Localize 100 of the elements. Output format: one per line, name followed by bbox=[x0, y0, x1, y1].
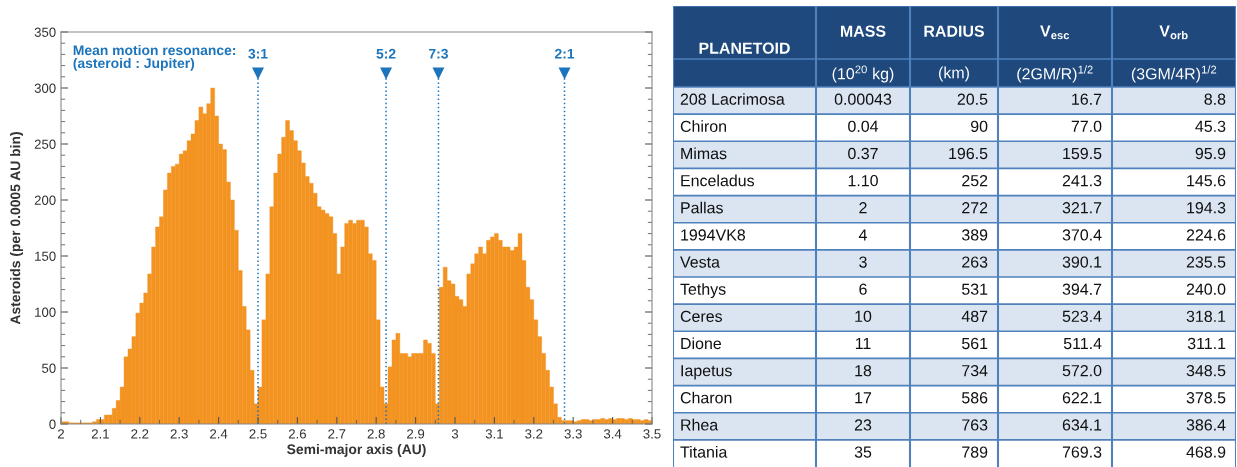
annotation: 7:3 bbox=[429, 48, 448, 59]
text: 523.4 bbox=[1062, 310, 1102, 322]
y-tick-label: 50 bbox=[41, 363, 56, 373]
text: 263 bbox=[962, 256, 988, 268]
category-label: RADIUS bbox=[924, 25, 984, 37]
category-label: Iapetus bbox=[681, 365, 732, 380]
annotation: 5:2 bbox=[376, 48, 396, 59]
y-tick-label: 250 bbox=[34, 139, 56, 149]
y-axis-title: Asteroids (per 0.0005 AU bin) bbox=[10, 132, 24, 325]
text: 20.5 bbox=[957, 93, 988, 105]
text: 35 bbox=[854, 446, 872, 458]
text: 572.0 bbox=[1062, 364, 1102, 377]
text: 321.7 bbox=[1062, 202, 1102, 214]
text: 789 bbox=[962, 446, 988, 458]
category-label: Titania bbox=[680, 445, 728, 458]
text: 634.1 bbox=[1062, 419, 1102, 431]
text: 18 bbox=[855, 364, 872, 377]
text: 2 bbox=[859, 202, 867, 214]
y-tick-label: 100 bbox=[35, 307, 56, 317]
category-label: MASS bbox=[840, 25, 886, 37]
x-tick-label: 2.5 bbox=[249, 429, 267, 439]
category-label: Tethys bbox=[680, 283, 726, 299]
category-label: V$_{esc}$ bbox=[1040, 25, 1070, 40]
category-label: Dione bbox=[681, 337, 722, 350]
category-label: 1994VK8 bbox=[681, 229, 746, 241]
text: 23 bbox=[854, 419, 872, 431]
x-tick-label: 2.3 bbox=[170, 429, 188, 439]
text: 769.3 bbox=[1062, 446, 1102, 458]
text: 224.6 bbox=[1186, 229, 1226, 241]
x-tick-label: 3.4 bbox=[603, 429, 622, 439]
text: 468.9 bbox=[1186, 446, 1226, 458]
text: 0.00043 bbox=[834, 93, 892, 105]
text: 622.1 bbox=[1062, 392, 1102, 404]
text: 763 bbox=[962, 419, 988, 431]
x-tick-label: 2.6 bbox=[288, 429, 306, 439]
x-tick-label: 3 bbox=[451, 429, 459, 439]
text: 16.7 bbox=[1072, 93, 1102, 105]
category-label: Enceladus bbox=[681, 174, 755, 187]
text: 318.1 bbox=[1186, 310, 1226, 322]
text: 370.4 bbox=[1062, 229, 1102, 241]
text: (km) bbox=[939, 66, 969, 82]
category-label: Ceres bbox=[680, 310, 723, 322]
text: 511.4 bbox=[1063, 338, 1102, 350]
text: 90 bbox=[970, 120, 988, 132]
text: 252 bbox=[962, 174, 988, 187]
text: 734 bbox=[962, 364, 988, 377]
text: 145.6 bbox=[1187, 174, 1226, 187]
text: (2GM/R)$^{1/2}$ bbox=[1017, 65, 1093, 83]
category-label: Mimas bbox=[681, 147, 727, 160]
text: 196.5 bbox=[949, 147, 988, 160]
annotation: Mean motion resonance: (asteroid : Jupiter) bbox=[73, 44, 236, 71]
text: 4 bbox=[858, 229, 867, 241]
text: 235.5 bbox=[1186, 256, 1226, 268]
x-tick-label: 2.9 bbox=[407, 429, 425, 439]
y-tick-label: 0 bbox=[49, 419, 56, 429]
text: 8.8 bbox=[1204, 93, 1226, 105]
text: 272 bbox=[962, 202, 988, 214]
x-tick-label: 2.7 bbox=[328, 429, 346, 439]
x-tick-label: 2.1 bbox=[91, 429, 109, 439]
category-label: Chiron bbox=[680, 120, 727, 132]
text: 3 bbox=[859, 256, 867, 268]
text: 6 bbox=[859, 283, 867, 295]
text: 241.3 bbox=[1062, 174, 1102, 187]
annotation: 2:1 bbox=[554, 48, 575, 59]
x-tick-label: 2.8 bbox=[367, 429, 385, 439]
text: 378.5 bbox=[1186, 392, 1226, 404]
text: 0.04 bbox=[848, 120, 879, 132]
text: 394.7 bbox=[1062, 283, 1102, 295]
text: (3GM/4R)$^{1/2}$ bbox=[1131, 65, 1217, 83]
text: (10$^{20}$ kg) bbox=[832, 65, 894, 83]
x-tick-label: 3.5 bbox=[643, 429, 661, 439]
text: 487 bbox=[961, 310, 988, 322]
category-label: Charon bbox=[680, 391, 732, 404]
text: 45.3 bbox=[1195, 120, 1226, 132]
x-tick-label: 2 bbox=[58, 429, 65, 439]
x-tick-label: 3.1 bbox=[485, 429, 503, 439]
text: 311.1 bbox=[1187, 337, 1226, 350]
text: 389 bbox=[961, 229, 988, 241]
text: 348.5 bbox=[1186, 364, 1226, 377]
text: 17 bbox=[855, 392, 872, 404]
y-tick-label: 200 bbox=[34, 195, 56, 205]
category-label: 208 Lacrimosa bbox=[680, 93, 785, 105]
x-tick-label: 3.3 bbox=[564, 429, 582, 439]
text: 10 bbox=[855, 310, 872, 322]
y-tick-label: 300 bbox=[34, 83, 56, 93]
x-tick-label: 3.2 bbox=[525, 429, 543, 439]
text: 531 bbox=[961, 283, 988, 295]
annotation: 3:1 bbox=[248, 48, 268, 59]
category-label: Rhea bbox=[681, 418, 719, 431]
y-tick-label: 150 bbox=[35, 251, 56, 261]
text: 0.37 bbox=[848, 147, 878, 160]
text: PLANETOID bbox=[699, 42, 790, 54]
text: 95.9 bbox=[1195, 147, 1226, 160]
y-tick-label: 350 bbox=[34, 27, 56, 37]
text: 77.0 bbox=[1071, 120, 1102, 132]
category-label: Vesta bbox=[680, 256, 720, 268]
text: 561 bbox=[961, 337, 988, 350]
x-axis-title: Semi-major axis (AU) bbox=[287, 443, 426, 457]
text: 240.0 bbox=[1186, 283, 1226, 295]
category-label: V$_{orb}$ bbox=[1159, 25, 1188, 40]
